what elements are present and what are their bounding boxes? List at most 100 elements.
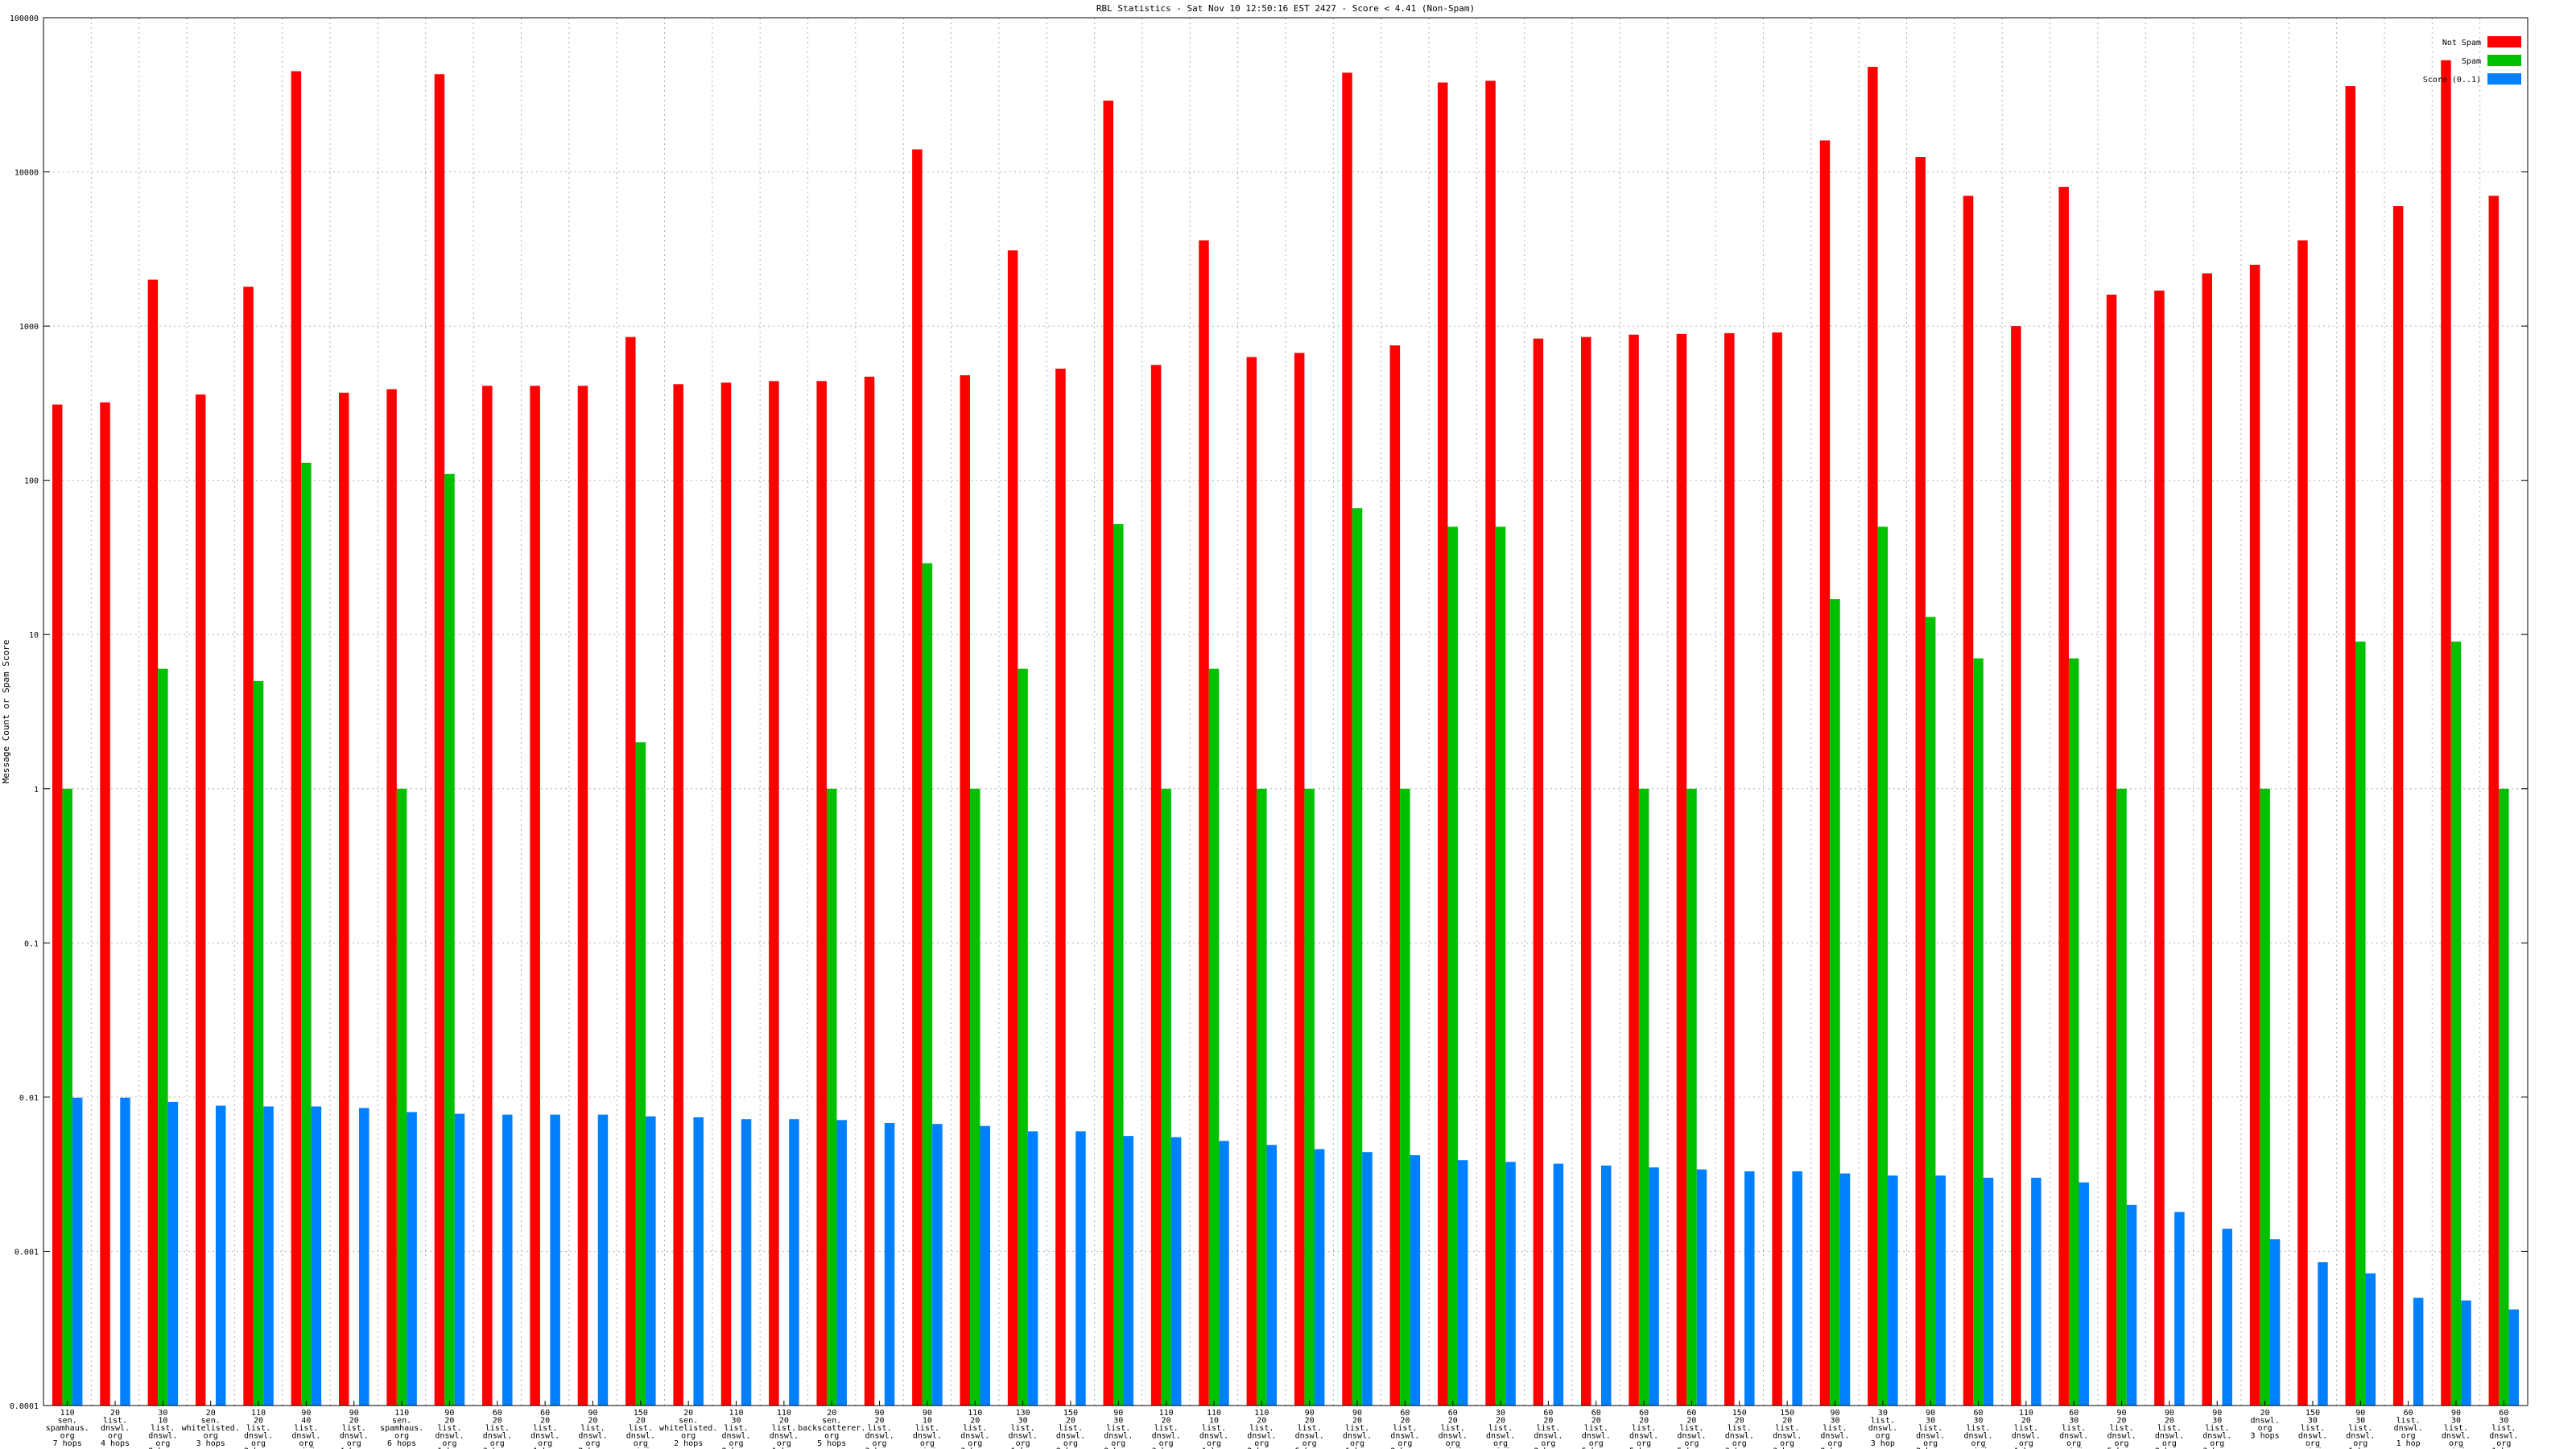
score-bar [407,1112,417,1406]
legend-not-spam-label: Not Spam [2442,39,2481,47]
spam-bar [1925,617,1936,1406]
score-bar [1362,1152,1373,1406]
not-spam-bar [2392,206,2404,1406]
not-spam-bar [1819,140,1831,1406]
x-tick-label: 60 list. dnswl. org 1 hop [2394,1409,2423,1448]
not-spam-bar [2488,196,2500,1406]
score-bar [454,1113,465,1406]
not-spam-bar [243,287,254,1406]
x-tick-label: 110 sen. spamhaus. org 7 hops [46,1409,89,1448]
score-bar [72,1097,83,1406]
spam-bar [2068,658,2079,1406]
score-bar [1123,1136,1134,1406]
score-bar [1075,1131,1086,1406]
score-bar [2413,1298,2424,1406]
not-spam-bar [960,375,970,1406]
y-axis-label: Message Count or Spam Score [1,640,11,784]
x-tick-label: 20 dnswl. org 3 hops [2251,1409,2280,1441]
y-tick-label: 10 [29,631,39,640]
not-spam-bar [2058,187,2069,1406]
score-bar [2174,1212,2185,1406]
score-bar [311,1106,322,1406]
not-spam-bar [1437,82,1448,1406]
score-bar [1027,1131,1038,1406]
spam-bar [1304,788,1315,1406]
score-bar [1219,1141,1229,1406]
y-axis-ticks: 0.0001 0.001 0.01 0.1 1 10 100 1000 10000 100000 [10,14,2528,1411]
x-tick-label: 20 sen. backscatterer. org 5 hops [798,1409,865,1448]
legend-spam-swatch [2487,55,2521,66]
not-spam-bar [2106,295,2117,1406]
not-spam-bar [291,71,302,1406]
spam-bar [2499,788,2509,1406]
score-bar [215,1105,226,1406]
spam-bar [1686,788,1697,1406]
spam-bar [444,473,455,1406]
score-bar [1744,1171,1755,1406]
not-spam-bar [1629,334,1639,1406]
score-bar [789,1119,799,1406]
score-bar [120,1097,130,1406]
not-spam-bar [816,381,827,1406]
spam-bar [635,742,646,1406]
spam-bar [1447,526,1458,1406]
not-spam-bar [1199,240,1209,1406]
not-spam-bar [1581,336,1591,1406]
not-spam-bar [2441,60,2451,1406]
score-bar [1935,1175,1946,1406]
bars [52,60,2520,1406]
grid-lines [43,18,2528,1406]
score-bar [2079,1182,2089,1406]
spam-bar [826,788,837,1406]
legend-score-swatch [2487,73,2521,85]
spam-bar [1495,526,1506,1406]
score-bar [693,1117,704,1406]
not-spam-bar [1724,332,1735,1406]
not-spam-bar [339,392,349,1406]
score-bar [980,1125,990,1406]
score-bar [1601,1165,1612,1406]
spam-bar [158,668,168,1406]
spam-bar [1973,658,1984,1406]
legend-spam-label: Spam [2462,57,2481,66]
y-tick-label: 0.001 [14,1248,39,1257]
spam-bar [62,788,72,1406]
score-bar [1839,1173,1851,1406]
spam-bar [2355,641,2366,1406]
not-spam-bar [1150,365,1162,1406]
not-spam-bar [1485,80,1496,1406]
score-bar [1314,1149,1325,1406]
not-spam-bar [2011,326,2021,1406]
not-spam-bar [1342,72,1352,1406]
spam-bar [1018,668,1028,1406]
not-spam-bar [1772,332,1782,1406]
x-tick-label: 20 sen. whitelisted. org 3 hops [182,1409,240,1448]
not-spam-bar [386,389,397,1406]
not-spam-bar [720,382,732,1406]
x-tick-label: 20 sen. whitelisted. org 2 hops [659,1409,717,1448]
y-tick-label: 10000 [14,169,39,178]
not-spam-bar [1963,196,1974,1406]
not-spam-bar [434,74,445,1406]
not-spam-bar [577,386,588,1406]
score-bar [1410,1155,1421,1406]
